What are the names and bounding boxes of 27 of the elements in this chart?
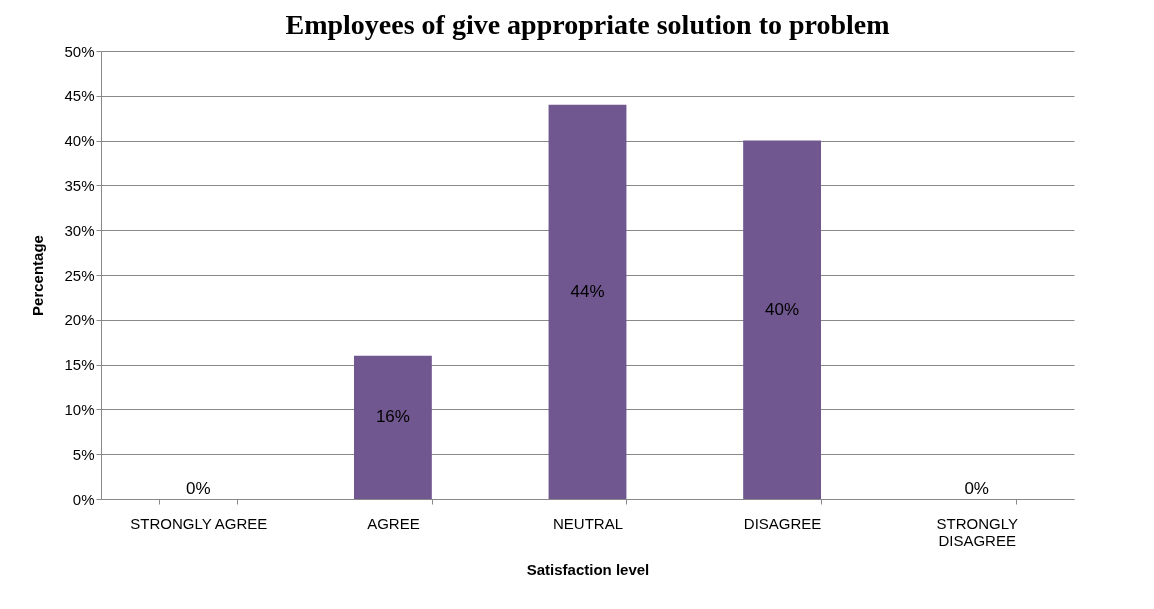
x-axis-title: Satisfaction level: [526, 560, 650, 578]
y-tick-label: 45%: [64, 87, 95, 105]
y-tick-label: 0%: [72, 490, 95, 508]
data-label: 44%: [570, 281, 605, 301]
bar: [353, 355, 432, 499]
data-label: 40%: [765, 299, 800, 319]
x-tick-label: STRONGLY AGREE: [130, 514, 268, 532]
y-tick-label: 30%: [64, 221, 95, 239]
bar: [743, 140, 822, 499]
y-tick-label: 40%: [64, 132, 95, 150]
x-tick-label: DISAGREE: [743, 514, 822, 532]
y-tick-label: 20%: [64, 311, 95, 329]
y-tick-label: 25%: [64, 266, 95, 284]
y-tick-label: 50%: [64, 42, 95, 60]
y-tick-label: 10%: [64, 400, 95, 418]
chart-title: Employees of give appropriate solution to problem: [285, 9, 890, 40]
data-label: 16%: [375, 407, 410, 427]
x-tick-label: NEUTRAL: [552, 514, 624, 532]
data-label: 0%: [186, 479, 211, 498]
data-label: 0%: [964, 479, 989, 498]
bar: [548, 104, 627, 499]
x-tick-label: STRONGLY DISAGREE: [936, 514, 1018, 549]
x-tick-label: AGREE: [367, 514, 420, 532]
y-axis-title: Percentage: [29, 235, 47, 316]
y-tick-label: 35%: [64, 176, 95, 194]
y-tick-label: 5%: [72, 445, 95, 463]
y-tick-label: 15%: [64, 356, 95, 374]
